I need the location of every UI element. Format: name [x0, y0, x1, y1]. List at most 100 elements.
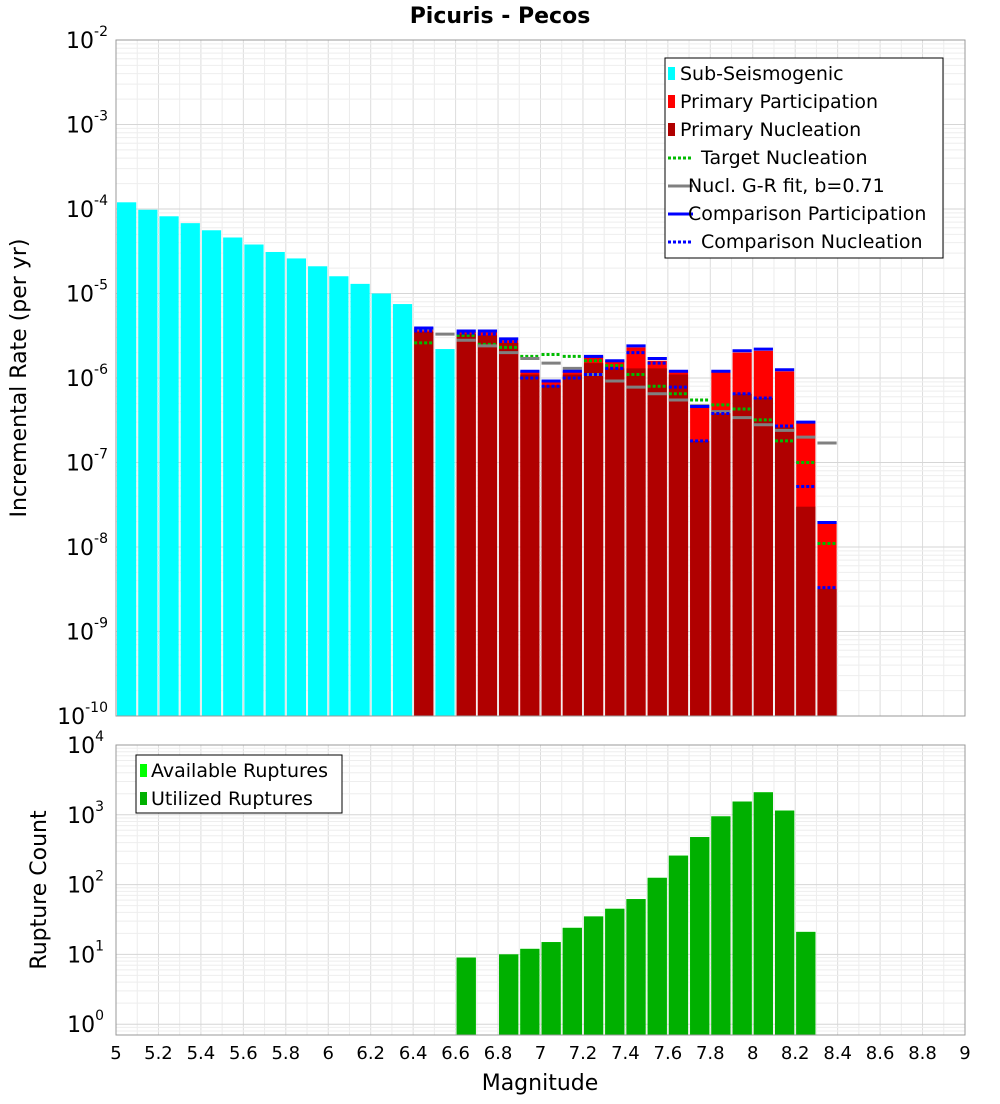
- count-y-tick-label: 103: [67, 799, 104, 829]
- legend-label-comparison-participation: Comparison Participation: [688, 203, 926, 225]
- bar-sub-seismogenic: [138, 209, 158, 716]
- legend-label-nucl-g-r-fit-b-0-71: Nucl. G-R fit, b=0.71: [688, 175, 885, 197]
- rate-y-axis-label: Incremental Rate (per yr): [7, 239, 32, 518]
- bar-sub-seismogenic: [201, 230, 222, 716]
- bar-primary-nucleation: [668, 374, 689, 716]
- legend-swatch-available-ruptures: [140, 764, 147, 777]
- bar-primary-nucleation: [732, 393, 752, 716]
- bar-primary-nucleation: [583, 363, 604, 716]
- bar-sub-seismogenic: [435, 349, 455, 716]
- x-tick-label: 8.6: [866, 1043, 895, 1064]
- bar-primary-nucleation: [711, 413, 731, 716]
- legend-swatch-utilized-ruptures: [140, 792, 147, 805]
- legend-swatch-primary-participation: [668, 95, 675, 108]
- x-tick-label: 7.4: [611, 1043, 640, 1064]
- bar-utilized-ruptures: [690, 837, 710, 1035]
- rate-y-tick-label: 10-8: [66, 531, 108, 561]
- bar-sub-seismogenic: [180, 223, 200, 716]
- x-tick-label: 6.8: [484, 1043, 513, 1064]
- x-tick-label: 8.8: [908, 1043, 937, 1064]
- bar-utilized-ruptures: [456, 957, 476, 1035]
- bar-primary-nucleation: [753, 397, 773, 716]
- x-tick-label: 6.6: [441, 1043, 470, 1064]
- count-bars: [456, 792, 816, 1035]
- x-tick-label: 7: [535, 1043, 546, 1064]
- bar-primary-nucleation: [499, 342, 519, 716]
- bar-utilized-ruptures: [541, 942, 561, 1035]
- count-y-tick-label: 104: [67, 729, 104, 759]
- bar-utilized-ruptures: [732, 801, 752, 1035]
- bar-utilized-ruptures: [647, 877, 667, 1035]
- rate-y-tick-label: 10-4: [66, 193, 108, 223]
- bar-utilized-ruptures: [753, 792, 773, 1035]
- rate-y-tick-label: 10-6: [66, 362, 108, 392]
- bar-sub-seismogenic: [265, 251, 285, 717]
- x-tick-label: 9: [959, 1043, 970, 1064]
- bar-sub-seismogenic: [159, 216, 179, 717]
- bar-sub-seismogenic: [392, 304, 413, 716]
- legend-label-utilized-ruptures: Utilized Ruptures: [151, 788, 313, 810]
- count-y-axis-label: Rupture Count: [27, 810, 52, 970]
- x-tick-label: 8: [747, 1043, 758, 1064]
- count-panel: 100 101 102 103 104 5 5.2 5.4 5.6 5.8 6 6.2 6.4 6.6 6…: [27, 729, 971, 1096]
- legend-swatch-primary-nucleation: [668, 123, 675, 136]
- bar-utilized-ruptures: [605, 908, 625, 1035]
- bar-sub-seismogenic: [350, 283, 370, 716]
- x-tick-label: 6: [323, 1043, 334, 1064]
- bar-primary-nucleation: [817, 588, 837, 716]
- legend-label-sub-seismogenic: Sub-Seismogenic: [680, 63, 844, 85]
- x-tick-label: 5: [110, 1043, 121, 1064]
- legend-label-primary-participation: Primary Participation: [680, 91, 878, 113]
- bar-utilized-ruptures: [562, 927, 582, 1035]
- x-tick-label: 5.4: [187, 1043, 216, 1064]
- rate-y-tick-label: 10-10: [57, 700, 108, 730]
- x-tick-label: 5.6: [229, 1043, 258, 1064]
- bar-utilized-ruptures: [626, 899, 646, 1035]
- bar-sub-seismogenic: [286, 258, 307, 716]
- bar-primary-nucleation: [796, 506, 816, 716]
- bar-sub-seismogenic: [329, 276, 349, 716]
- x-tick-label: 7.6: [654, 1043, 683, 1064]
- x-tick-label: 5.8: [271, 1043, 300, 1064]
- legend-label-primary-nucleation: Primary Nucleation: [680, 119, 861, 141]
- bar-utilized-ruptures: [668, 855, 689, 1035]
- bar-primary-nucleation: [414, 332, 434, 716]
- bar-primary-nucleation: [562, 374, 582, 716]
- count-y-tick-label: 100: [67, 1008, 104, 1038]
- count-legend: Available Ruptures Utilized Ruptures: [135, 754, 343, 814]
- legend-label-comparison-nucleation: Comparison Nucleation: [701, 231, 923, 253]
- x-axis-label: Magnitude: [482, 1071, 599, 1096]
- bar-primary-nucleation: [626, 368, 646, 716]
- rate-y-tick-label: 10-3: [66, 109, 108, 139]
- legend-label-target-nucleation: Target Nucleation: [700, 147, 868, 169]
- count-y-tick-label: 101: [67, 938, 104, 968]
- x-tick-label: 5.2: [144, 1043, 173, 1064]
- rate-y-ticks: 10-10 10-9 10-8 10-7 10-6 10-5 10-4 10-3 10-2: [57, 24, 108, 730]
- bar-sub-seismogenic: [244, 244, 264, 716]
- bar-sub-seismogenic: [371, 293, 391, 716]
- rate-y-tick-label: 10-5: [66, 278, 108, 308]
- magnitude-x-ticks: 5 5.2 5.4 5.6 5.8 6 6.2 6.4 6.6 6.8 7 7.2 7.4 7.6 7.8 8…: [110, 1043, 970, 1064]
- x-tick-label: 7.8: [696, 1043, 725, 1064]
- rate-y-tick-label: 10-7: [66, 447, 108, 477]
- bar-utilized-ruptures: [711, 816, 731, 1035]
- bar-sub-seismogenic: [223, 237, 243, 717]
- x-tick-label: 8.2: [781, 1043, 810, 1064]
- bar-utilized-ruptures: [520, 948, 540, 1035]
- rate-panel: 10-10 10-9 10-8 10-7 10-6 10-5 10-4 10-3 10-2 Pi…: [7, 4, 966, 730]
- x-tick-label: 6.4: [399, 1043, 428, 1064]
- bar-utilized-ruptures: [774, 810, 795, 1035]
- x-tick-label: 7.2: [569, 1043, 598, 1064]
- rate-bars: [117, 202, 837, 717]
- rate-lines: [414, 326, 837, 590]
- bar-sub-seismogenic: [117, 202, 137, 716]
- bar-sub-seismogenic: [308, 266, 328, 716]
- bar-utilized-ruptures: [499, 954, 519, 1035]
- legend-swatch-sub-seismogenic: [668, 67, 675, 80]
- bar-primary-nucleation: [520, 374, 540, 716]
- count-y-ticks: 100 101 102 103 104: [67, 729, 104, 1038]
- bar-primary-nucleation: [647, 368, 667, 716]
- x-tick-label: 8.4: [823, 1043, 852, 1064]
- bar-primary-nucleation: [541, 385, 561, 716]
